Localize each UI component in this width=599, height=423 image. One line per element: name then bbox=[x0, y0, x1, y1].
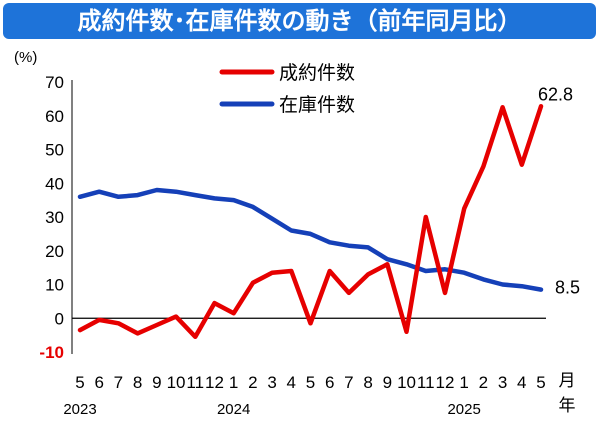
x-axis-unit: 月 bbox=[559, 371, 576, 390]
x-tick-label: 3 bbox=[498, 373, 507, 392]
x-tick-label: 7 bbox=[344, 373, 353, 392]
x-tick-label: 7 bbox=[114, 373, 123, 392]
data-label: 62.8 bbox=[538, 84, 573, 104]
series-group bbox=[77, 104, 544, 340]
y-tick-label: 50 bbox=[45, 141, 64, 160]
x-tick-label: 2 bbox=[479, 373, 488, 392]
x-tick-label: 1 bbox=[459, 373, 468, 392]
y-tick-label: 40 bbox=[45, 174, 64, 193]
legend-label: 成約件数 bbox=[279, 62, 355, 84]
x-tick-label: 9 bbox=[152, 373, 161, 392]
y-tick-label: 60 bbox=[45, 107, 64, 126]
x-tick-label: 12 bbox=[435, 373, 454, 392]
y-tick-label: 10 bbox=[45, 276, 64, 295]
x-tick-label: 6 bbox=[325, 373, 334, 392]
y-axis-unit: (%) bbox=[14, 49, 37, 66]
x-tick-label: 12 bbox=[205, 373, 224, 392]
x-tick-label: 11 bbox=[186, 373, 204, 392]
year-label: 2024 bbox=[217, 401, 250, 418]
x-tick-label: 8 bbox=[363, 373, 372, 392]
x-tick-label: 4 bbox=[287, 373, 296, 392]
y-tick-label: 0 bbox=[55, 309, 64, 328]
x-tick-label: 2 bbox=[248, 373, 257, 392]
data-label: 8.5 bbox=[555, 278, 580, 298]
y-tick-label: 70 bbox=[45, 73, 64, 92]
x-tick-label: 3 bbox=[267, 373, 276, 392]
x-tick-label: 8 bbox=[133, 373, 142, 392]
x-tick-label: 1 bbox=[229, 373, 238, 392]
series-line-contracts bbox=[77, 104, 544, 340]
end-labels: 62.8 8.5 bbox=[538, 84, 580, 297]
y-axis: -10 0 10 20 30 40 50 60 70 bbox=[39, 73, 73, 362]
x-tick-label: 5 bbox=[75, 373, 84, 392]
x-tick-label: 6 bbox=[94, 373, 103, 392]
x-tick-label: 5 bbox=[536, 373, 545, 392]
x-tick-label: 10 bbox=[167, 373, 186, 392]
x-tick-label: 10 bbox=[397, 373, 416, 392]
chart-title: 成約件数･在庫件数の動き（前年同月比） bbox=[3, 3, 596, 39]
series-line-inventory bbox=[77, 187, 544, 292]
y-tick-label: -10 bbox=[39, 343, 64, 362]
year-label: 2023 bbox=[63, 401, 96, 418]
legend-label: 在庫件数 bbox=[279, 94, 355, 116]
x-tick-label: 4 bbox=[517, 373, 526, 392]
x-axis-unit-year: 年 bbox=[559, 396, 576, 415]
y-tick-label: 30 bbox=[45, 208, 64, 227]
y-tick-label: 20 bbox=[45, 242, 64, 261]
x-tick-label: 9 bbox=[383, 373, 392, 392]
x-tick-label: 11 bbox=[417, 373, 435, 392]
year-label: 2025 bbox=[447, 401, 480, 418]
x-tick-label: 5 bbox=[306, 373, 315, 392]
